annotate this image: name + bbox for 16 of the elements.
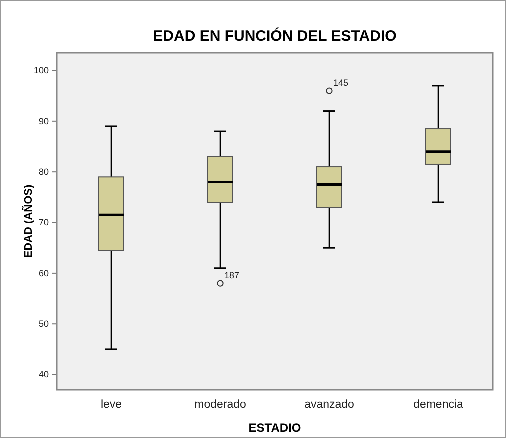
x-tick-label: leve	[100, 399, 122, 412]
y-axis-title: EDAD (AÑOS)	[22, 184, 35, 258]
annotation: 187	[224, 270, 240, 281]
y-tick-label: 40	[38, 370, 49, 380]
y-tick-label: 50	[38, 319, 49, 329]
y-tick-label: 60	[38, 268, 49, 278]
x-tick-label: moderado	[194, 399, 246, 412]
x-tick-label: demencia	[414, 399, 464, 412]
x-tick-label: avanzado	[304, 399, 354, 412]
y-tick-label: 80	[38, 166, 49, 177]
chart-title: EDAD EN FUNCIÓN DEL ESTADIO	[153, 27, 398, 45]
annotation: 145	[334, 78, 349, 88]
y-tick-label: 100	[34, 66, 49, 76]
y-tick-label: 90	[38, 116, 49, 126]
y-tick-label: 70	[38, 218, 49, 228]
x-axis-title: ESTADIO	[248, 421, 302, 435]
